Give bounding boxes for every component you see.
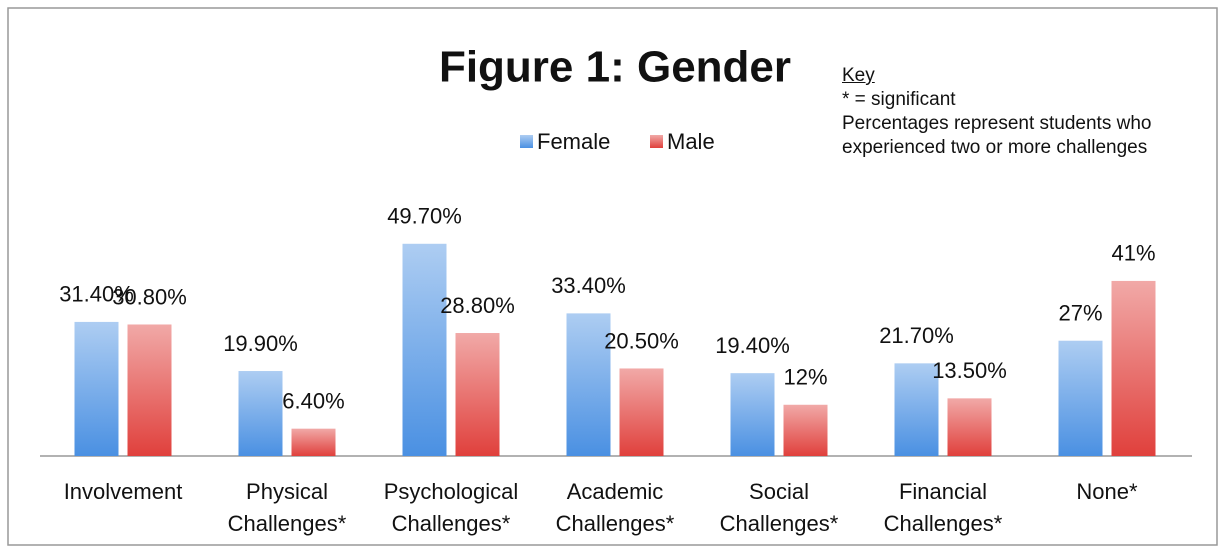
bar	[730, 373, 775, 456]
legend-label: Female	[537, 129, 610, 154]
bar	[455, 333, 500, 456]
x-tick-label: Physical Challenges*	[227, 479, 347, 536]
key-title: Key	[842, 65, 875, 86]
x-tick-label: Involvement	[63, 479, 183, 504]
legend-label: Male	[667, 129, 715, 154]
value-label: 49.70%	[387, 204, 462, 229]
bar	[127, 324, 172, 456]
bar	[291, 428, 336, 456]
bar	[894, 363, 939, 456]
value-label: 20.50%	[604, 328, 679, 353]
key: Key * = significant Percentages represen…	[842, 64, 1192, 160]
x-tick-label: None*	[1076, 479, 1138, 504]
value-label: 13.50%	[932, 358, 1007, 383]
bar	[783, 404, 828, 456]
value-label: 21.70%	[879, 323, 954, 348]
legend-swatch	[520, 135, 533, 148]
bar	[619, 368, 664, 456]
bar	[1058, 340, 1103, 456]
bar	[947, 398, 992, 456]
value-label: 27%	[1058, 301, 1102, 326]
value-label: 28.80%	[440, 293, 515, 318]
bar	[566, 313, 611, 456]
legend-swatch	[650, 135, 663, 148]
value-label: 41%	[1111, 241, 1155, 266]
bar	[1111, 280, 1156, 456]
x-tick-label: Social Challenges*	[719, 479, 839, 536]
value-label: 6.40%	[282, 388, 344, 413]
key-line: Percentages represent students who exper…	[842, 113, 1152, 158]
value-label: 12%	[783, 365, 827, 390]
chart-title: Figure 1: Gender	[439, 43, 791, 92]
bar	[74, 321, 119, 456]
bar	[238, 371, 283, 456]
value-label: 19.40%	[715, 333, 790, 358]
bar	[402, 243, 447, 456]
x-tick-label: Psychological Challenges*	[383, 479, 519, 536]
key-line: * = significant	[842, 89, 956, 110]
value-label: 31.40%	[59, 282, 134, 307]
value-label: 30.80%	[112, 284, 187, 309]
value-label: 19.90%	[223, 331, 298, 356]
x-tick-label: Financial Challenges*	[883, 479, 1003, 536]
x-tick-label: Academic Challenges*	[555, 479, 675, 536]
value-label: 33.40%	[551, 273, 626, 298]
